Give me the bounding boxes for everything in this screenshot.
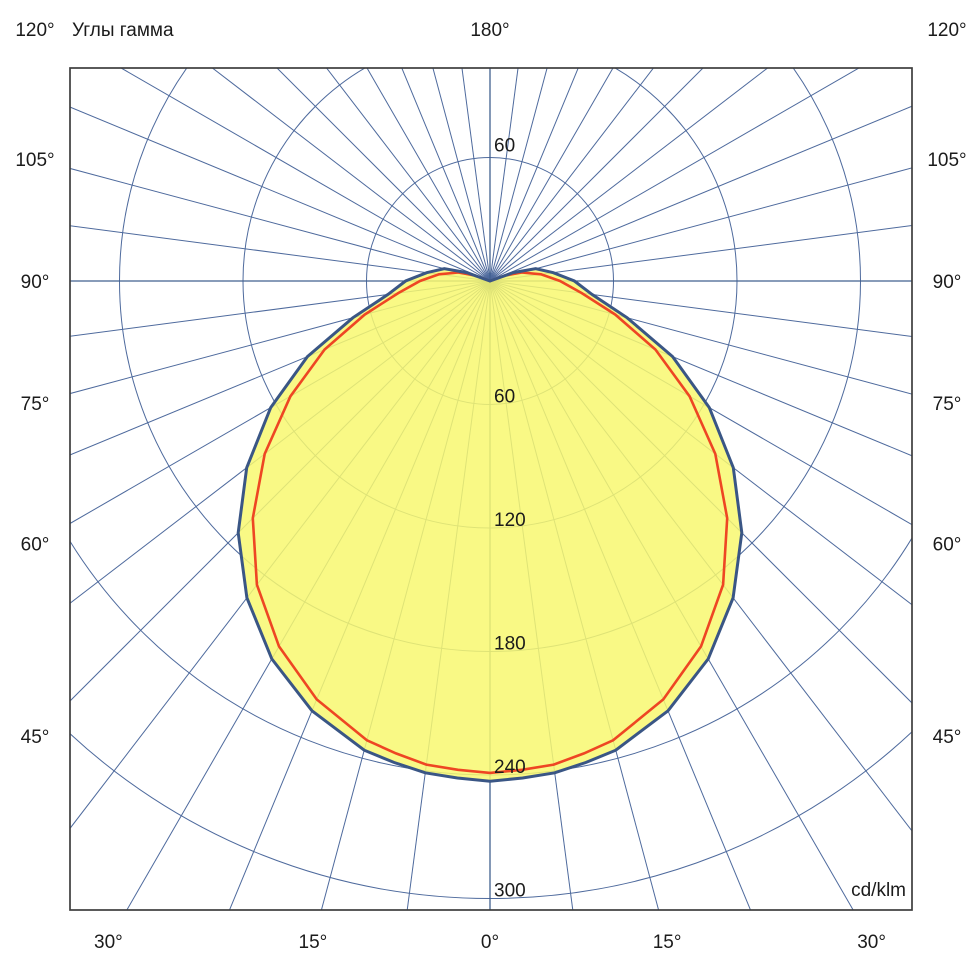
grid-ray [70,280,491,337]
radial-tick-label: 120 [494,510,526,531]
gamma-label-bottom-1: 15° [299,932,328,953]
gamma-label-bottom-3: 15° [653,932,682,953]
intensity-lobe-fill [238,268,742,782]
grid-ray [366,68,491,282]
grid-ray [489,68,548,282]
gamma-label-bottom-2: 0° [481,932,499,953]
grid-ray [489,167,912,282]
grid-ray [489,68,519,282]
grid-ray [70,225,491,282]
gamma-label-left-45: 45° [21,727,50,748]
grid-ray [489,68,704,282]
intensity-curve-outer [236,267,744,783]
gamma-label-left-75: 75° [21,394,50,415]
plot-frame [69,67,913,911]
gamma-label-right-120: 120° [927,20,966,41]
radial-tick-label-upper: 60 [494,136,515,157]
gamma-label-right-90: 90° [933,272,962,293]
grid-ray [325,68,491,282]
grid-ray [489,105,912,282]
unit-label: cd/klm [851,880,906,901]
grid-ray [70,106,491,282]
chart-title: Углы гамма [72,20,174,41]
grid-ray [489,280,912,338]
grid-ray [70,167,491,282]
gamma-label-left-90: 90° [21,272,50,293]
radial-tick-label: 60 [494,387,515,408]
gamma-label-180: 180° [470,20,509,41]
grid-ray [489,224,912,282]
grid-ray [489,68,579,282]
intensity-curve-inner [251,271,729,775]
radial-tick-label: 180 [494,634,526,655]
gamma-label-left-105: 105° [15,150,54,171]
gamma-label-right-45: 45° [933,727,962,748]
grid-ray [401,68,491,282]
gamma-label-right-105: 105° [927,150,966,171]
grid-ray [489,68,860,282]
grid-ray [432,68,491,282]
grid-ray [489,68,769,282]
gamma-label-left-60: 60° [21,535,50,556]
radial-tick-label: 240 [494,757,526,778]
radial-tick-labels: 60 120 180 240 300 60 [494,136,526,902]
gamma-label-right-60: 60° [933,535,962,556]
gamma-label-bottom-4: 30° [857,932,886,953]
grid-ray [120,68,491,282]
gamma-label-right-75: 75° [933,394,962,415]
gamma-label-left-120: 120° [15,20,54,41]
grid-ray [461,68,491,282]
radial-tick-label: 300 [494,881,526,902]
grid-ray [276,68,491,282]
grid-ray [489,68,614,282]
grid-ray [489,68,655,282]
grid-ray [211,68,491,282]
gamma-angle-labels: 120° 105° 90° 75° 60° 45° 120° 105° 90° 75° 60° 45°… [15,20,966,953]
gamma-label-bottom-0: 30° [94,932,123,953]
